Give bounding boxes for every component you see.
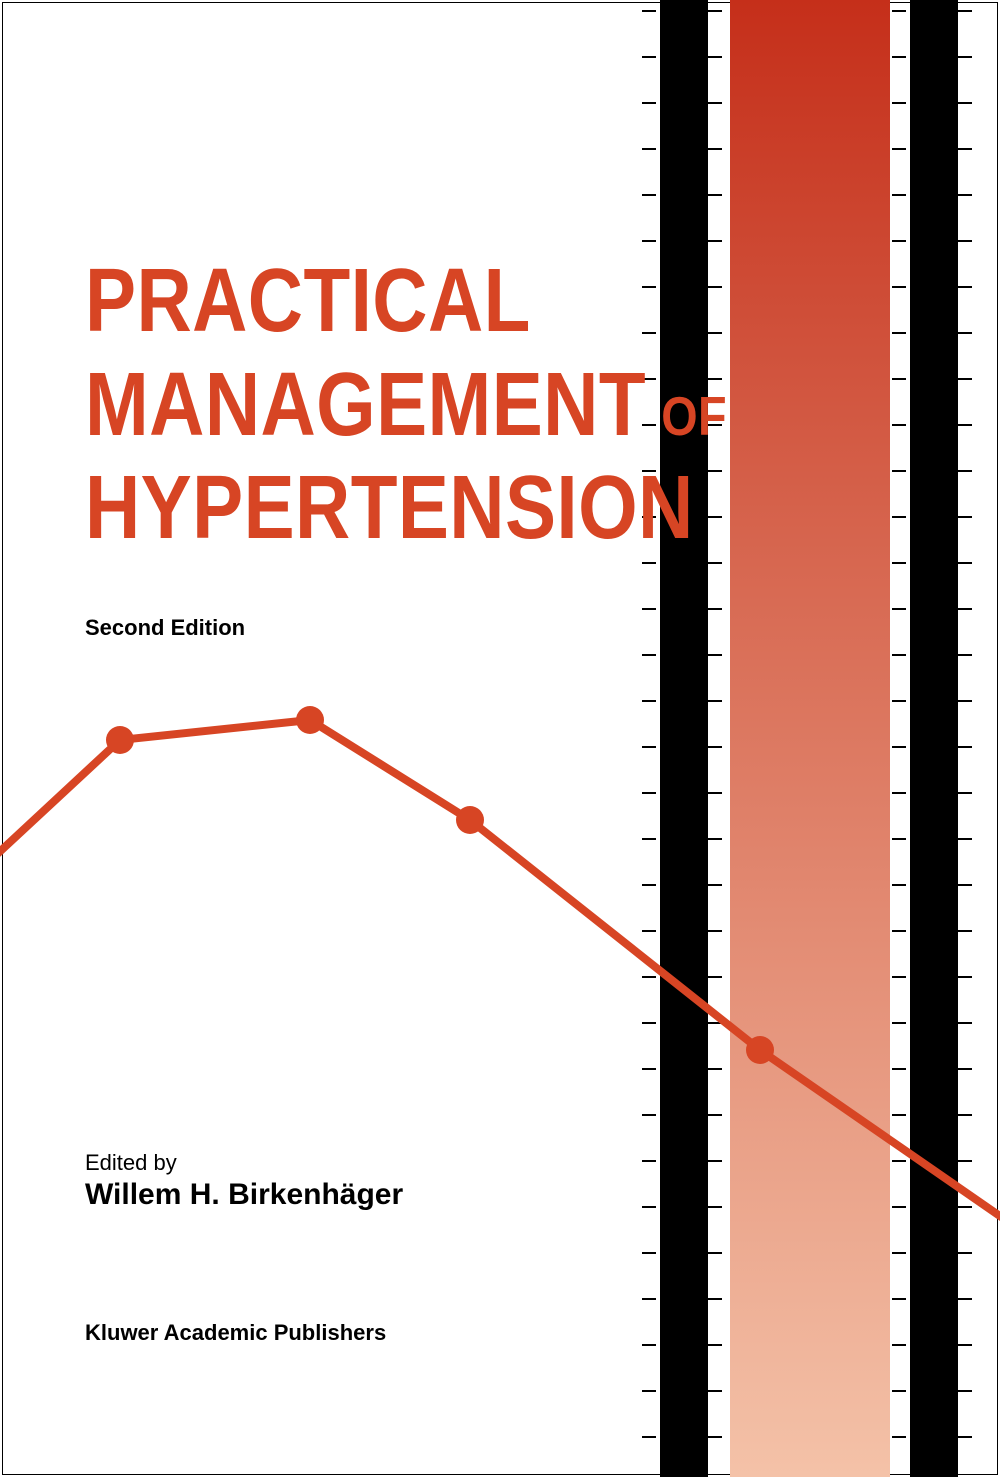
title-line-2: MANAGEMENT OF [85,354,727,458]
edited-by-label: Edited by [85,1150,403,1176]
title-line-3: HYPERTENSION [85,457,727,561]
editor-block: Edited by Willem H. Birkenhäger [85,1150,403,1212]
book-cover: PRACTICAL MANAGEMENT OF HYPERTENSION Sec… [0,0,1000,1477]
chart-marker [746,1036,774,1064]
title-line-2-small: OF [661,385,727,448]
title-line-1: PRACTICAL [85,250,727,354]
chart-marker [296,706,324,734]
editor-name: Willem H. Birkenhäger [85,1178,403,1212]
edition-label: Second Edition [85,615,245,641]
publisher-label: Kluwer Academic Publishers [85,1320,386,1346]
chart-marker [106,726,134,754]
chart-marker [456,806,484,834]
line-chart [0,0,1000,1477]
title-line-2-main: MANAGEMENT [85,354,646,458]
title-block: PRACTICAL MANAGEMENT OF HYPERTENSION [85,250,840,561]
